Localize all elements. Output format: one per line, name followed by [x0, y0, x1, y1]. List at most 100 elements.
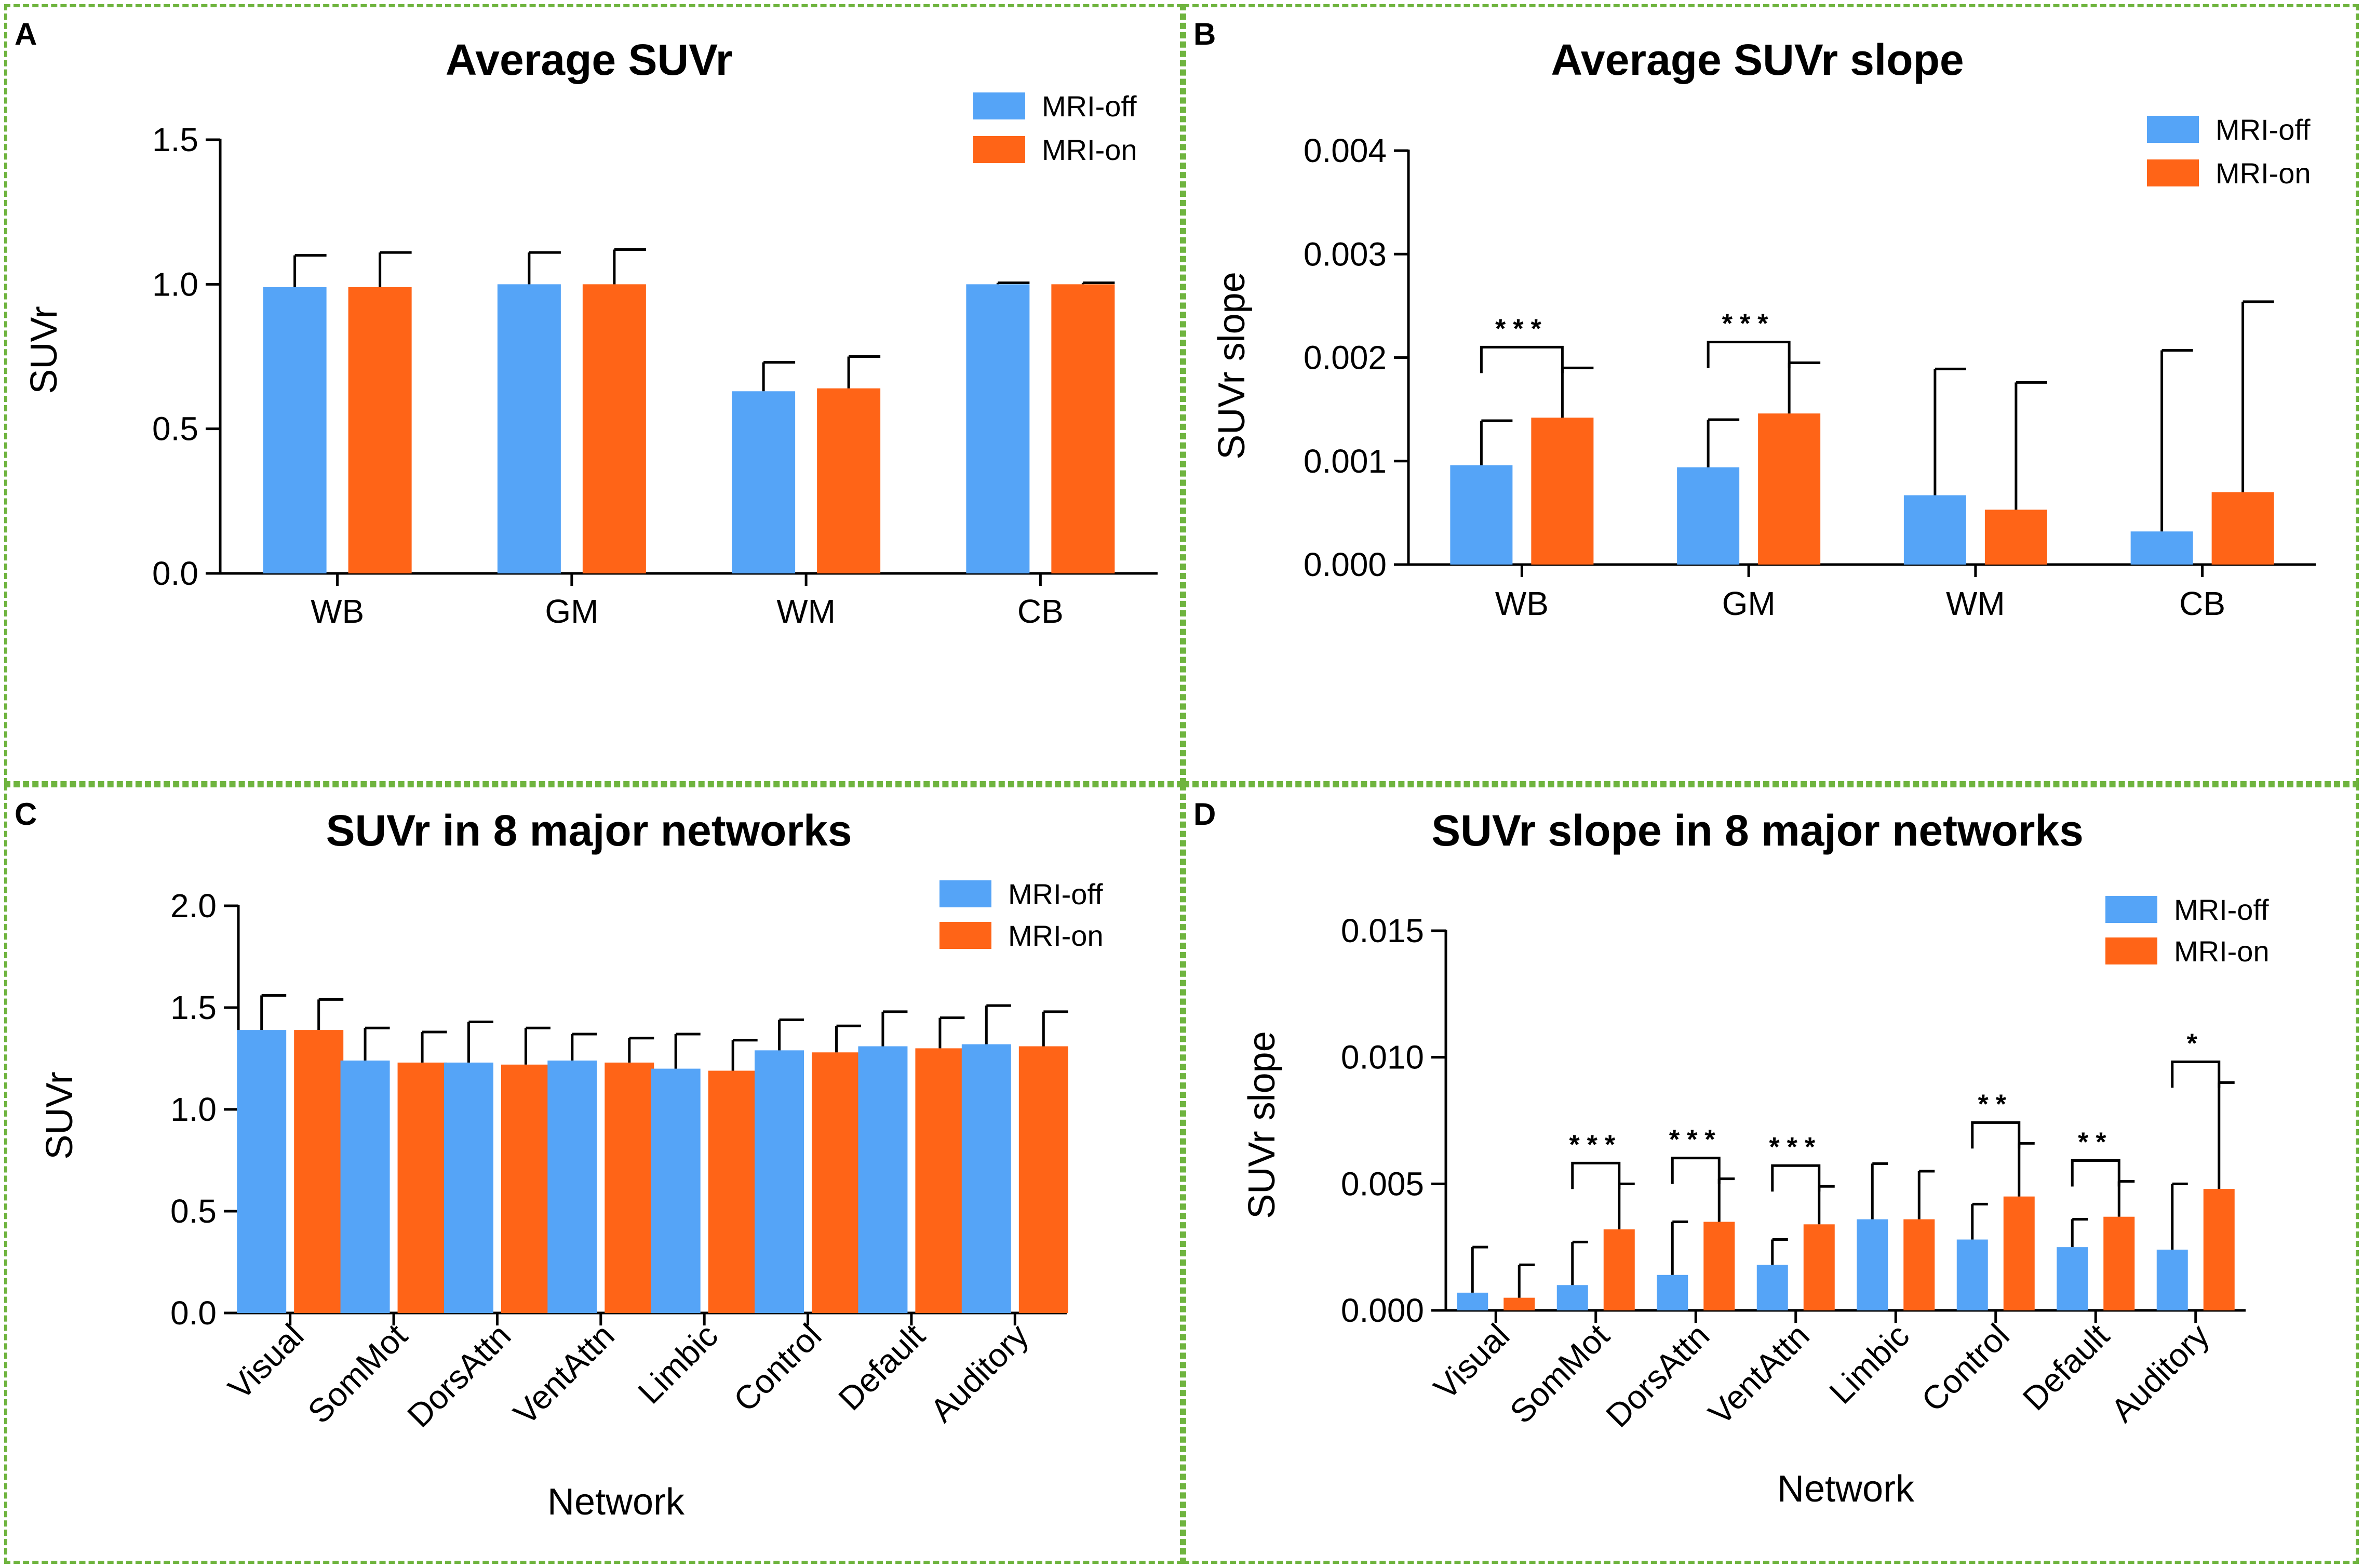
- significance-bracket: [2071, 1159, 2120, 1187]
- significance-marker: ***: [1569, 1130, 1622, 1160]
- bar-mri-on: [2103, 1216, 2135, 1310]
- x-tick-label: Control: [1914, 1317, 2017, 1419]
- bar-mri-on: [1603, 1229, 1635, 1310]
- significance-bracket: [1480, 345, 1564, 373]
- legend: MRI-off MRI-on: [2105, 893, 2270, 968]
- bar-mri-off: [340, 1060, 390, 1313]
- panel-b: B Average SUVr slope SUVr slope 0.000 0.0…: [1183, 4, 2359, 784]
- significance-marker: **: [1978, 1089, 2013, 1119]
- bar-mri-off: [1956, 1239, 1988, 1310]
- legend-label-on: MRI-on: [2174, 935, 2270, 968]
- legend-swatch-off: [2147, 116, 2199, 143]
- x-tick-label: DorsAttn: [1599, 1317, 1716, 1435]
- legend-label-on: MRI-on: [1008, 919, 1104, 952]
- legend: MRI-off MRI-on: [2147, 113, 2311, 190]
- x-tick-label: Auditory: [923, 1317, 1036, 1429]
- x-tick-label: GM: [545, 593, 598, 630]
- x-tick-label: Control: [727, 1317, 829, 1419]
- x-tick-label: CB: [1017, 593, 1064, 630]
- panel-label: A: [15, 17, 37, 51]
- significance-marker: ***: [1722, 309, 1776, 339]
- significance-marker: *: [2187, 1028, 2205, 1058]
- x-tick-label: VentAttn: [506, 1317, 622, 1432]
- bar-mri-off: [1677, 467, 1740, 565]
- bar-mri-on: [501, 1064, 551, 1313]
- legend-swatch-on: [2105, 937, 2157, 964]
- y-tick-label: 1.5: [152, 121, 198, 158]
- bar-mri-off: [2130, 531, 2193, 565]
- x-tick-label: WB: [1495, 585, 1549, 622]
- bar-mri-on: [1803, 1224, 1835, 1310]
- bar-mri-on: [605, 1062, 654, 1313]
- bar-mri-on: [1503, 1297, 1535, 1310]
- bar-mri-off: [858, 1046, 908, 1313]
- bar-mri-off: [2057, 1247, 2088, 1310]
- legend: MRI-off MRI-on: [973, 90, 1137, 166]
- legend-label-off: MRI-off: [2216, 113, 2311, 146]
- x-axis-label: Network: [547, 1481, 685, 1523]
- significance-bracket: [1771, 1164, 1821, 1192]
- x-tick-label: Visual: [1427, 1317, 1516, 1406]
- x-axis-label: Network: [1777, 1468, 1915, 1510]
- legend-label-off: MRI-off: [2174, 893, 2269, 926]
- x-tick-label: DorsAttn: [400, 1317, 518, 1435]
- bar-mri-off: [1756, 1265, 1788, 1310]
- chart-title: Average SUVr slope: [1551, 35, 1964, 84]
- bar-mri-on: [2203, 1189, 2235, 1310]
- bar-mri-off: [966, 284, 1030, 573]
- x-tick-label: GM: [1722, 585, 1776, 622]
- y-tick-label: 0.004: [1304, 132, 1387, 169]
- bar-mri-on: [1903, 1219, 1935, 1310]
- chart-title: SUVr slope in 8 major networks: [1431, 806, 2084, 855]
- bar-mri-on: [2211, 492, 2274, 565]
- panel-d: D SUVr slope in 8 major networks SUVr sl…: [1183, 784, 2359, 1564]
- bar-mri-on: [294, 1030, 344, 1313]
- y-tick-label: 0.003: [1304, 235, 1387, 273]
- y-tick-label: 0.010: [1341, 1039, 1424, 1076]
- y-tick-label: 1.5: [170, 989, 217, 1026]
- significance-bracket: [2171, 1060, 2221, 1088]
- bar-mri-off: [1556, 1285, 1588, 1310]
- y-tick-label: 2.0: [170, 887, 217, 924]
- x-tick-label: WM: [776, 593, 836, 630]
- bar-mri-off: [1457, 1292, 1488, 1310]
- bar-mri-off: [263, 287, 327, 573]
- legend-label-off: MRI-off: [1042, 90, 1137, 123]
- y-tick-label: 0.5: [152, 410, 198, 448]
- x-tick-label: Default: [2016, 1317, 2116, 1417]
- x-tick-label: SomMot: [1502, 1317, 1617, 1431]
- bar-mri-on: [915, 1048, 965, 1313]
- bar-mri-off: [651, 1068, 701, 1313]
- legend-label-on: MRI-on: [2216, 157, 2311, 190]
- legend-swatch-on: [939, 922, 991, 949]
- legend-label-on: MRI-on: [1042, 133, 1137, 166]
- bar-mri-off: [444, 1062, 493, 1313]
- significance-bracket: [1707, 340, 1791, 368]
- bar-mri-on: [812, 1052, 862, 1313]
- bar-mri-off: [1450, 465, 1513, 565]
- bar-mri-on: [708, 1070, 758, 1313]
- chart-a: A Average SUVr SUVr 0.0 0.5 1.0 1.5 WB GM WM CB…: [15, 17, 1158, 630]
- legend-swatch-on: [973, 136, 1025, 163]
- x-tick-label: Limbic: [630, 1317, 725, 1411]
- y-tick-label: 0.0: [170, 1294, 217, 1332]
- x-tick-label: Auditory: [2104, 1317, 2217, 1429]
- significance-bracket: [1971, 1121, 2021, 1149]
- panel-a: A Average SUVr SUVr 0.0 0.5 1.0 1.5 WB GM WM CB…: [4, 4, 1183, 784]
- bar-mri-on: [1703, 1222, 1735, 1310]
- y-tick-label: 0.015: [1341, 912, 1424, 949]
- legend-swatch-on: [2147, 159, 2199, 186]
- bar-mri-off: [237, 1030, 287, 1313]
- x-tick-label: Visual: [221, 1317, 311, 1406]
- x-tick-label: WB: [311, 593, 364, 630]
- bar-mri-on: [397, 1062, 447, 1313]
- y-tick-label: 0.000: [1341, 1292, 1424, 1329]
- panel-label: C: [15, 797, 37, 832]
- significance-marker: ***: [1669, 1125, 1723, 1155]
- bar-mri-off: [547, 1060, 597, 1313]
- x-tick-label: Default: [831, 1317, 932, 1417]
- y-tick-label: 0.001: [1304, 443, 1387, 480]
- bar-mri-off: [2156, 1250, 2188, 1310]
- bar-mri-off: [961, 1044, 1011, 1313]
- y-tick-label: 1.0: [152, 265, 198, 303]
